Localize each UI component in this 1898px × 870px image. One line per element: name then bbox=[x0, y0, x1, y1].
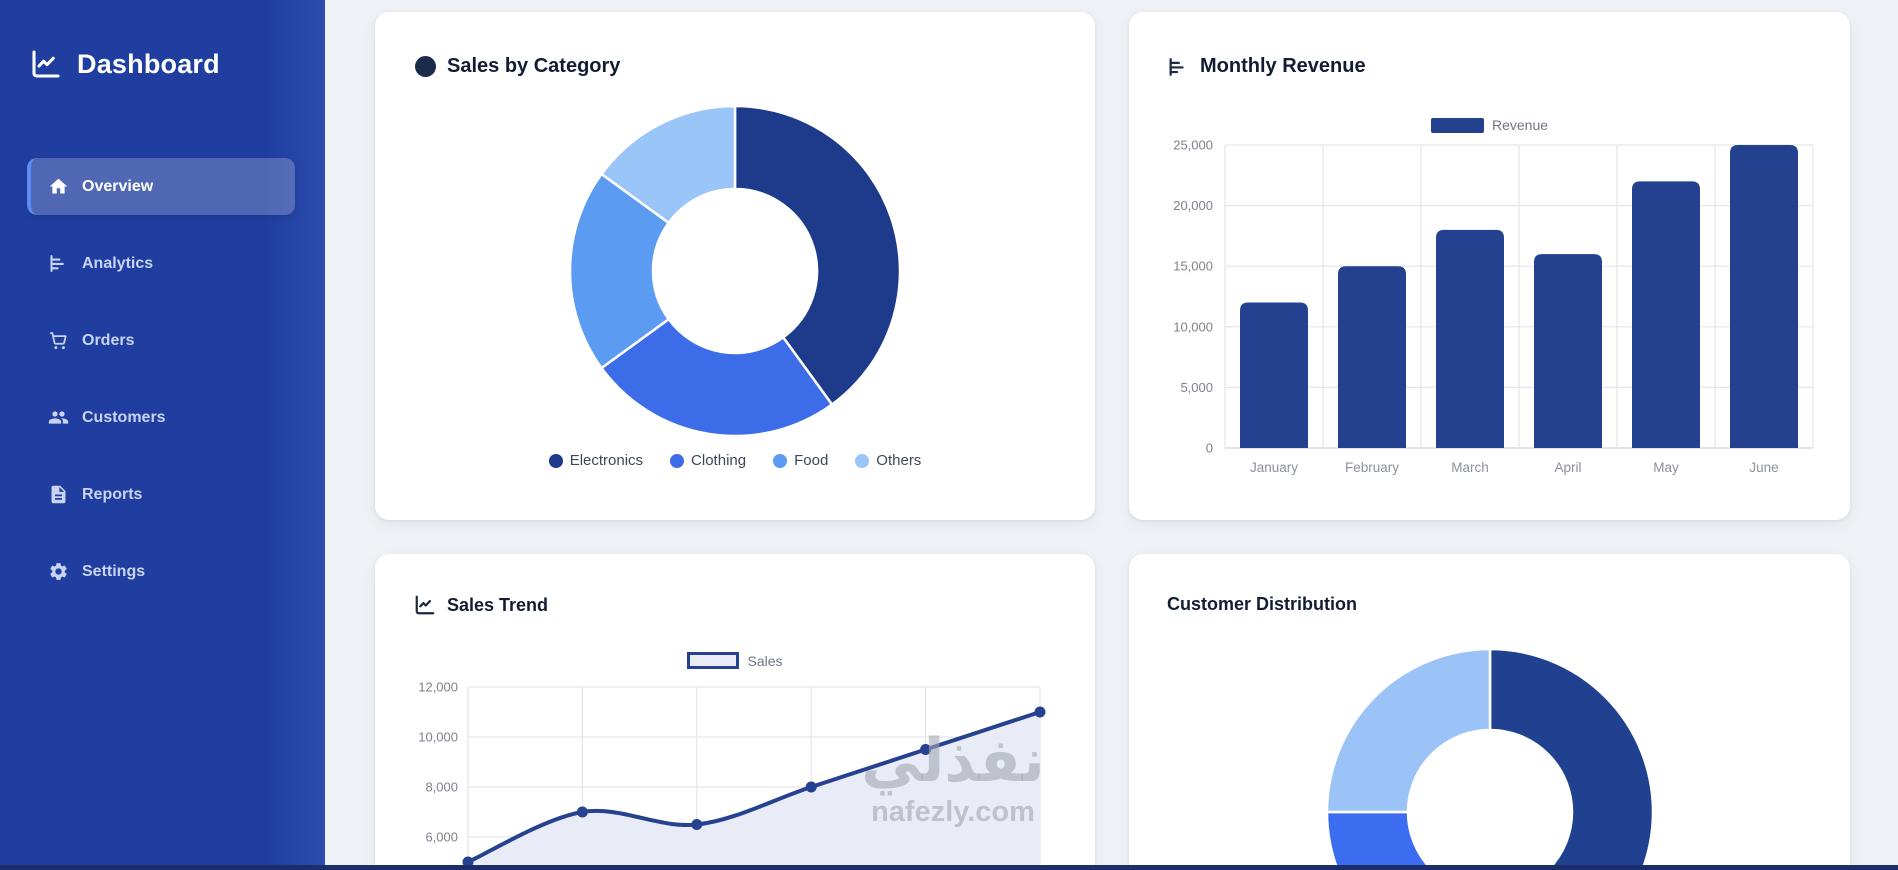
card-title: Customer Distribution bbox=[1167, 594, 1358, 614]
revenue-legend-label: Revenue bbox=[1491, 117, 1549, 133]
legend-label: Clothing bbox=[691, 452, 747, 469]
sidebar-item-label: Overview bbox=[82, 177, 154, 195]
legend-item-electronics[interactable]: Electronics bbox=[548, 452, 644, 469]
card-title: Sales by Category bbox=[447, 55, 621, 77]
settings-icon bbox=[48, 561, 69, 582]
brand-title: Dashboard bbox=[77, 48, 220, 79]
sidebar-item-orders[interactable]: Orders bbox=[27, 312, 295, 369]
sidebar-item-label: Settings bbox=[82, 562, 146, 580]
svg-text:10,000: 10,000 bbox=[418, 730, 458, 745]
donut-legend: Electronics Clothing Food Others bbox=[375, 452, 1095, 469]
svg-text:March: March bbox=[1451, 460, 1489, 475]
sales-legend-swatch bbox=[687, 652, 740, 669]
legend-item-clothing[interactable]: Clothing bbox=[670, 452, 746, 469]
card-sales-trend: Sales Trend Sales 12,000 10,000 8,000 6,000 bbox=[375, 554, 1095, 870]
svg-text:25,000: 25,000 bbox=[1173, 138, 1213, 153]
card-sales-by-category: Sales by Category Electronics Clothing Foo… bbox=[375, 12, 1095, 520]
legend-label: Electronics bbox=[569, 452, 644, 469]
svg-text:15,000: 15,000 bbox=[1173, 259, 1213, 274]
card-title-row: Customer Distribution bbox=[1167, 594, 1357, 615]
svg-text:12,000: 12,000 bbox=[418, 680, 458, 695]
sidebar-item-label: Analytics bbox=[82, 254, 154, 272]
legend-color-dot bbox=[670, 453, 685, 468]
card-monthly-revenue: Monthly Revenue Revenue 0 5,000 10,000 15,0… bbox=[1129, 12, 1850, 520]
card-title: Monthly Revenue bbox=[1200, 55, 1366, 77]
sales-legend-label: Sales bbox=[747, 652, 783, 669]
home-icon bbox=[48, 176, 69, 197]
legend-item-food[interactable]: Food bbox=[773, 452, 828, 469]
card-title-row: Monthly Revenue bbox=[1167, 55, 1366, 78]
cart-icon bbox=[48, 330, 69, 351]
brand: Dashboard bbox=[30, 48, 220, 80]
card-title-row: Sales Trend bbox=[414, 594, 548, 616]
svg-text:January: January bbox=[1250, 460, 1298, 475]
sidebar-item-label: Reports bbox=[82, 485, 143, 503]
users-icon bbox=[48, 407, 69, 428]
sidebar-item-label: Customers bbox=[82, 408, 166, 426]
customer-distribution-donut-chart bbox=[1325, 647, 1655, 870]
card-customer-distribution: Customer Distribution bbox=[1129, 554, 1850, 870]
revenue-legend-swatch bbox=[1430, 117, 1484, 133]
pie-icon bbox=[415, 56, 436, 77]
svg-text:20,000: 20,000 bbox=[1173, 198, 1213, 213]
bar-chart-icon bbox=[1169, 57, 1184, 76]
line-legend[interactable]: Sales bbox=[375, 652, 1095, 669]
svg-text:June: June bbox=[1749, 460, 1778, 475]
legend-item-others[interactable]: Others bbox=[855, 452, 921, 469]
legend-color-dot bbox=[855, 453, 870, 468]
sales-trend-line-chart: 12,000 10,000 8,000 6,000 bbox=[418, 680, 1046, 870]
svg-text:May: May bbox=[1653, 460, 1679, 475]
main-content: Sales by Category Electronics Clothing Foo… bbox=[325, 0, 1898, 870]
legend-color-dot bbox=[548, 453, 563, 468]
svg-text:5,000: 5,000 bbox=[1180, 380, 1213, 395]
sidebar-item-overview[interactable]: Overview bbox=[27, 158, 295, 215]
svg-text:February: February bbox=[1345, 460, 1399, 475]
monthly-revenue-bar-chart: 0 5,000 10,000 15,000 20,000 25,000 January Feb… bbox=[1173, 138, 1814, 475]
sidebar: Dashboard Overview Analytics Orders Custome… bbox=[0, 0, 325, 870]
line-chart-icon bbox=[415, 595, 435, 615]
sidebar-item-customers[interactable]: Customers bbox=[27, 389, 295, 446]
sidebar-item-analytics[interactable]: Analytics bbox=[27, 235, 295, 292]
sidebar-item-reports[interactable]: Reports bbox=[27, 466, 295, 523]
sales-by-category-donut-chart bbox=[568, 104, 902, 438]
bar-legend[interactable]: Revenue bbox=[1129, 117, 1850, 133]
sidebar-nav: Overview Analytics Orders Customers Reports S… bbox=[27, 158, 295, 620]
sidebar-item-label: Orders bbox=[82, 331, 135, 349]
svg-text:April: April bbox=[1554, 460, 1581, 475]
report-icon bbox=[48, 484, 69, 505]
legend-label: Food bbox=[794, 452, 829, 469]
card-title: Sales Trend bbox=[447, 594, 549, 615]
chart-line-logo-icon bbox=[32, 50, 60, 78]
svg-text:8,000: 8,000 bbox=[425, 780, 458, 795]
bottom-edge-strip bbox=[0, 865, 1898, 870]
svg-text:6,000: 6,000 bbox=[425, 830, 458, 845]
svg-text:10,000: 10,000 bbox=[1173, 319, 1213, 334]
legend-label: Others bbox=[876, 452, 922, 469]
analytics-icon bbox=[48, 253, 69, 274]
legend-color-dot bbox=[773, 453, 788, 468]
svg-text:0: 0 bbox=[1206, 441, 1213, 456]
sidebar-item-settings[interactable]: Settings bbox=[27, 543, 295, 600]
card-title-row: Sales by Category bbox=[415, 55, 620, 78]
